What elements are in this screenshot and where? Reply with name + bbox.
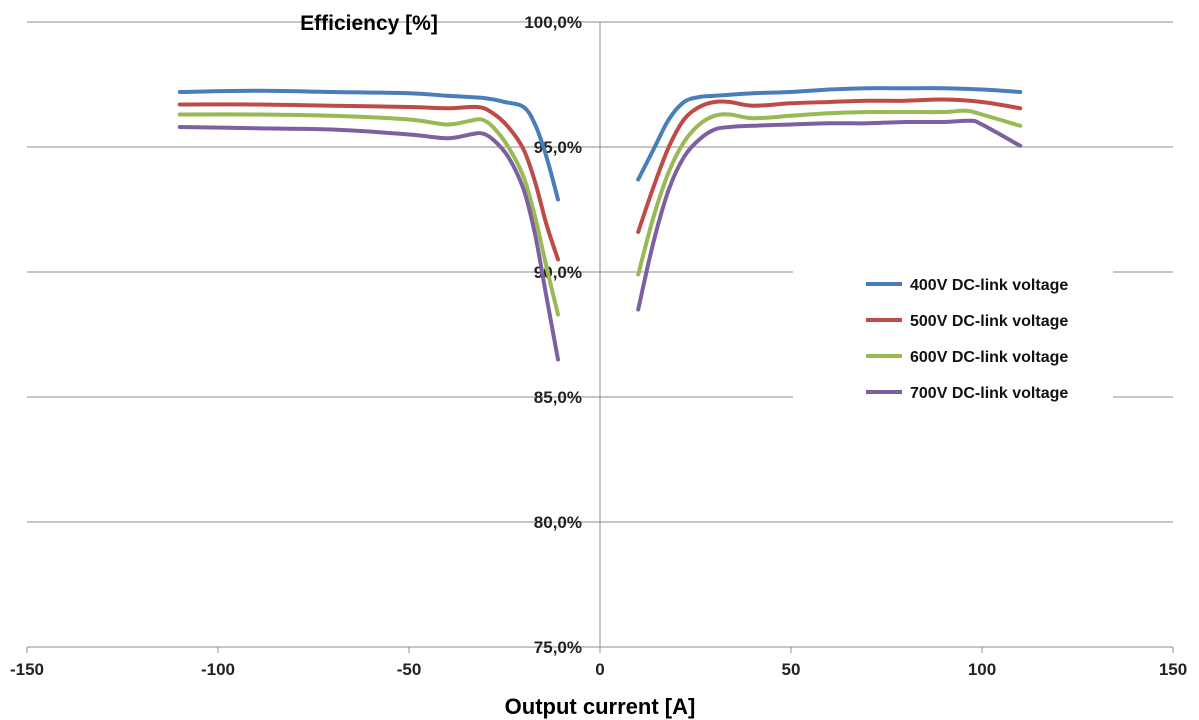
legend-background — [793, 262, 1113, 405]
legend-label: 500V DC-link voltage — [910, 313, 1068, 330]
x-tick-label: 150 — [1159, 660, 1187, 679]
x-tick-label: -150 — [10, 660, 44, 679]
legend-label: 400V DC-link voltage — [910, 277, 1068, 294]
x-tick-label: -100 — [201, 660, 235, 679]
series-2 — [177, 97, 1023, 262]
x-tick-label: 50 — [782, 660, 801, 679]
y-tick-label: 100,0% — [524, 13, 582, 32]
y-tick-label: 80,0% — [534, 513, 582, 532]
series-4 — [177, 118, 1023, 362]
axis-layer: -150 -100 -50 0 50 100 150 — [10, 22, 1187, 679]
series-line — [636, 97, 1023, 234]
x-tick-label: 0 — [595, 660, 604, 679]
x-axis-title: Output current [A] — [505, 694, 696, 719]
series-line — [636, 86, 1023, 182]
series-layer — [177, 86, 1023, 362]
y-tick-label: 75,0% — [534, 638, 582, 657]
series-3 — [177, 108, 1023, 317]
y-tick-label: 85,0% — [534, 388, 582, 407]
series-line — [177, 125, 560, 362]
series-line — [636, 108, 1023, 277]
series-line — [177, 88, 560, 202]
series-line — [636, 118, 1023, 312]
x-tick-label: 100 — [968, 660, 996, 679]
x-tick-label: -50 — [397, 660, 422, 679]
legend-label: 600V DC-link voltage — [910, 349, 1068, 366]
series-line — [177, 102, 560, 262]
series-1 — [177, 86, 1023, 202]
y-axis-title: Efficiency [%] — [300, 12, 438, 35]
legend-label: 700V DC-link voltage — [910, 385, 1068, 402]
legend: 400V DC-link voltage 500V DC-link voltage… — [793, 262, 1113, 405]
series-line — [177, 112, 560, 317]
